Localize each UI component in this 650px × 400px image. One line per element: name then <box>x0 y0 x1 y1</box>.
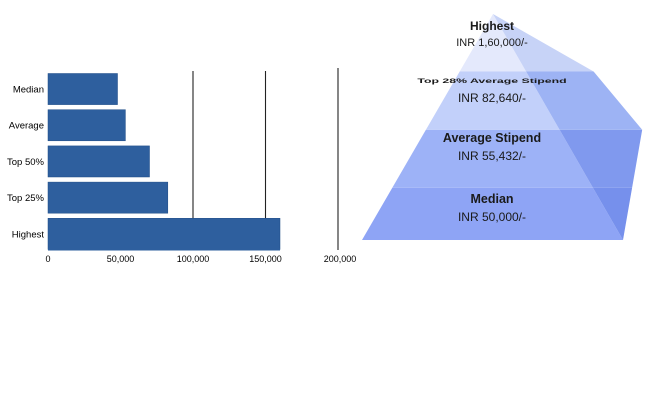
svg-text:Average: Average <box>9 121 44 132</box>
svg-text:100,000: 100,000 <box>177 254 210 264</box>
svg-text:150,000: 150,000 <box>249 254 282 264</box>
svg-text:Top 50%: Top 50% <box>7 157 45 168</box>
svg-text:INR 55,432/-: INR 55,432/- <box>458 149 526 163</box>
svg-text:Top 25%: Top 25% <box>7 193 45 204</box>
svg-text:200,000: 200,000 <box>324 254 357 264</box>
svg-text:INR 1,60,000/-: INR 1,60,000/- <box>456 37 528 49</box>
svg-text:Highest: Highest <box>12 229 45 240</box>
svg-text:0: 0 <box>45 254 50 264</box>
svg-text:Top 28% Average Stipend: Top 28% Average Stipend <box>417 78 566 85</box>
svg-text:Highest: Highest <box>470 19 514 33</box>
svg-text:50,000: 50,000 <box>107 254 135 264</box>
svg-text:INR 82,640/-: INR 82,640/- <box>458 91 526 105</box>
svg-text:INR 50,000/-: INR 50,000/- <box>458 210 526 224</box>
svg-text:Median: Median <box>470 192 513 206</box>
svg-text:Average Stipend: Average Stipend <box>443 131 541 145</box>
svg-text:Median: Median <box>13 85 44 96</box>
